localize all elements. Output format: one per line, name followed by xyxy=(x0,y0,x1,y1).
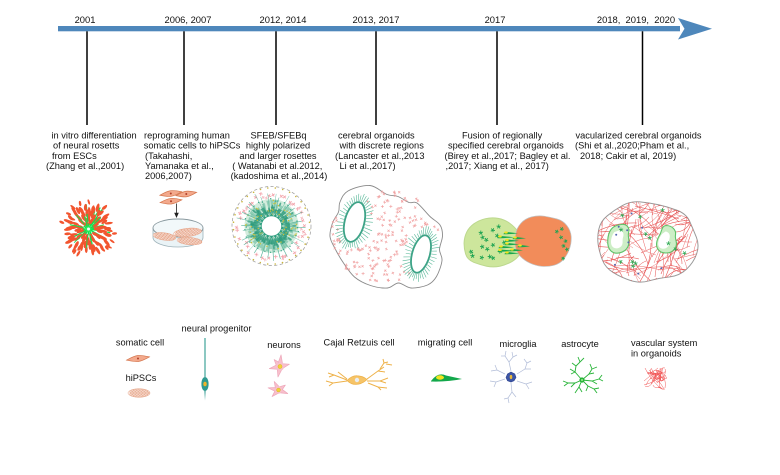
svg-text:Fusion of regionally: Fusion of regionally xyxy=(462,131,543,141)
svg-text:specified cerebral organoids: specified cerebral organoids xyxy=(448,141,564,151)
svg-text:from ESCs: from ESCs xyxy=(52,151,97,161)
svg-text:( Watanabi et al.2012,: ( Watanabi et al.2012, xyxy=(232,161,322,171)
svg-text:(kadoshima et al.,2014): (kadoshima et al.,2014) xyxy=(231,171,328,181)
svg-text:and larger rosettes: and larger rosettes xyxy=(239,151,317,161)
svg-text:SFEB/SFEBq: SFEB/SFEBq xyxy=(250,131,306,141)
svg-text:2013, 2017: 2013, 2017 xyxy=(353,14,400,25)
svg-text:astrocyte: astrocyte xyxy=(561,339,599,349)
svg-text:in organoids: in organoids xyxy=(631,348,682,358)
svg-text:neural progenitor: neural progenitor xyxy=(182,324,252,334)
svg-text:microglia: microglia xyxy=(499,339,537,349)
svg-text:(Zhang et al.,2001): (Zhang et al.,2001) xyxy=(46,161,124,171)
svg-text:migrating cell: migrating cell xyxy=(418,338,473,348)
svg-text:Cajal Retzuis cell: Cajal Retzuis cell xyxy=(324,338,395,348)
svg-text:somatic cells to hiPSCs: somatic cells to hiPSCs xyxy=(144,141,241,151)
svg-text:(Shi et al.,2020;Pham et al.,: (Shi et al.,2020;Pham et al., xyxy=(575,141,689,151)
svg-text:in vitro differentiation: in vitro differentiation xyxy=(52,131,137,141)
svg-text:2006,2007): 2006,2007) xyxy=(145,171,192,181)
svg-text:Yamanaka et al.,: Yamanaka et al., xyxy=(145,161,214,171)
svg-text:,2017; Xiang et al., 2017): ,2017; Xiang et al., 2017) xyxy=(446,161,549,171)
svg-text:neurons: neurons xyxy=(267,340,301,350)
svg-text:(Lancaster et al.,2013: (Lancaster et al.,2013 xyxy=(335,151,424,161)
svg-text:reprograming human: reprograming human xyxy=(144,131,230,141)
svg-text:2001: 2001 xyxy=(75,14,96,25)
svg-text:2012, 2014: 2012, 2014 xyxy=(260,14,307,25)
svg-text:(Takahashi,: (Takahashi, xyxy=(145,151,192,161)
svg-text:2018, 2019, 2020: 2018, 2019, 2020 xyxy=(597,14,675,25)
svg-text:(Birey et al.,2017; Bagley et: (Birey et al.,2017; Bagley et al. xyxy=(445,151,571,161)
svg-text:2017: 2017 xyxy=(485,14,506,25)
svg-text:2018; Cakir et al, 2019): 2018; Cakir et al, 2019) xyxy=(580,151,676,161)
svg-text:hiPSCs: hiPSCs xyxy=(126,373,157,383)
svg-text:cerebral organoids: cerebral organoids xyxy=(338,131,415,141)
svg-text:vacularized cerebral organoids: vacularized cerebral organoids xyxy=(576,131,702,141)
svg-text:somatic cell: somatic cell xyxy=(116,338,164,348)
svg-text:of neural rosetts: of neural rosetts xyxy=(53,141,120,151)
svg-text:with discrete regions: with discrete regions xyxy=(339,141,425,151)
svg-text:vascular system: vascular system xyxy=(631,338,698,348)
svg-text:Li et al.,2017): Li et al.,2017) xyxy=(340,161,396,171)
svg-text:highly polarized: highly polarized xyxy=(246,141,310,151)
svg-text:2006, 2007: 2006, 2007 xyxy=(165,14,212,25)
